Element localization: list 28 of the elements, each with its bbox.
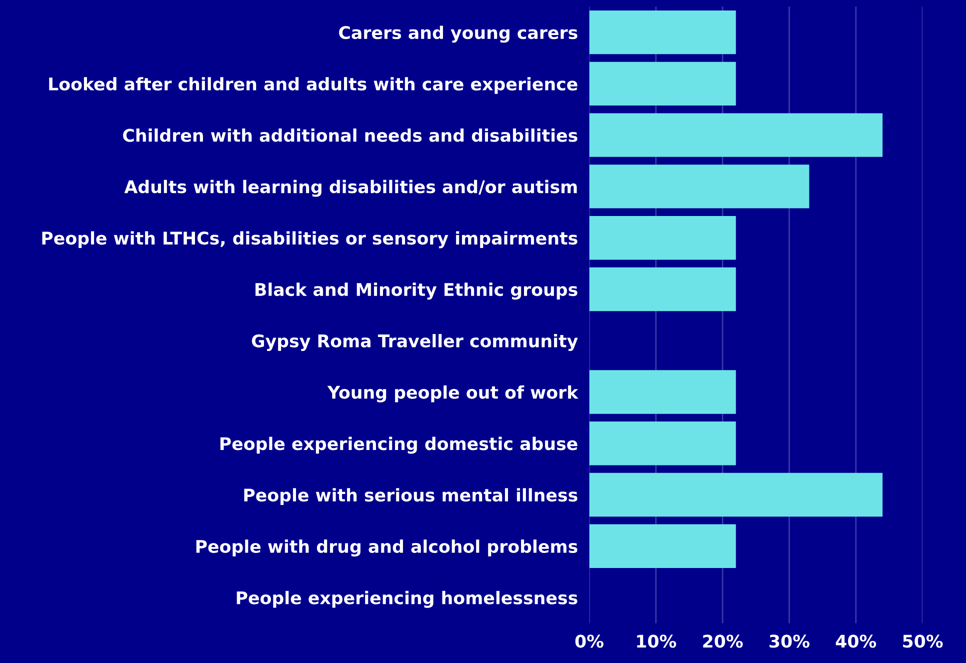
bar <box>589 370 736 414</box>
bar <box>589 113 883 157</box>
y-tick-label: Gypsy Roma Traveller community <box>252 334 578 351</box>
y-tick-label: Black and Minority Ethnic groups <box>256 282 578 300</box>
y-tick-label: Young people out of work <box>327 385 578 402</box>
bar <box>589 164 810 208</box>
y-tick-label: Adults with learning disabilities and/or autism <box>124 180 577 197</box>
y-tick-label: Carers and young carers <box>339 26 578 43</box>
x-tick-label: 50% <box>903 634 943 648</box>
x-tick-label: 0% <box>575 634 604 648</box>
y-tick-label: People with LTHCs, disabilities or sensory impairments <box>42 231 578 248</box>
bar <box>589 524 736 568</box>
bar <box>589 472 883 517</box>
bar <box>589 62 736 106</box>
x-tick-label: 40% <box>836 634 876 648</box>
bar <box>589 422 736 466</box>
bar <box>589 10 736 54</box>
y-tick-label: People experiencing homelessness <box>236 590 578 608</box>
y-tick-label: Looked after children and adults with care experience <box>49 77 578 94</box>
y-tick-label: People experiencing domestic abuse <box>220 436 578 454</box>
y-tick-label: People with drug and alcohol problems <box>196 540 578 556</box>
x-tick-label: 30% <box>770 634 810 648</box>
x-tick-label: 10% <box>637 634 676 648</box>
y-tick-label: People with serious mental illness <box>244 488 578 505</box>
x-tick-label: 20% <box>703 634 743 648</box>
bar <box>589 216 736 260</box>
bar <box>589 267 736 312</box>
y-tick-label: Children with additional needs and disabilities <box>123 128 578 142</box>
